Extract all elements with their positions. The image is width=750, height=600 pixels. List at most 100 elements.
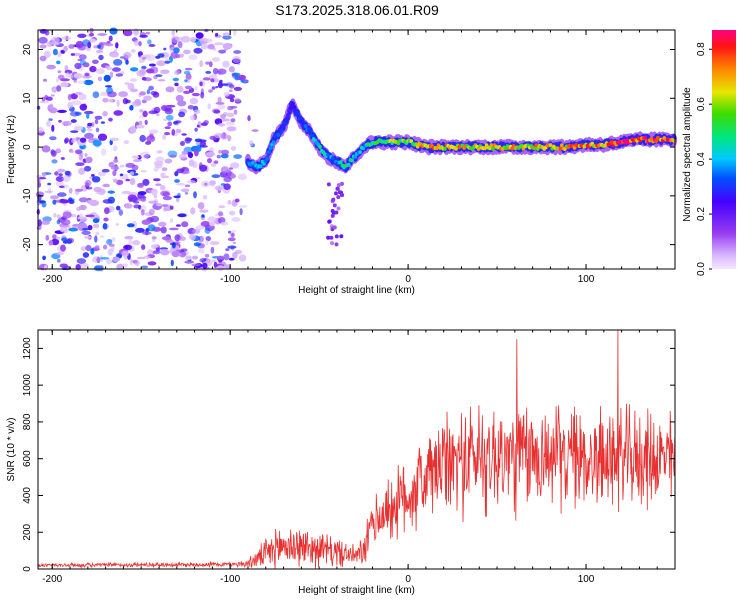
noise-blob [110,52,120,58]
noise-blob [129,105,134,111]
noise-blob [148,63,156,67]
noise-blob [211,174,221,179]
noise-blob [154,163,163,169]
noise-blob [71,138,77,144]
noise-blob [102,111,108,117]
noise-blob [175,183,186,186]
noise-blob [192,161,198,169]
noise-blob [233,29,237,36]
noise-blob [103,217,109,222]
noise-blob [164,107,174,115]
ridge-blob [350,158,354,163]
noise-blob [216,154,221,159]
noise-blob [200,92,205,99]
noise-blob [95,191,103,195]
noise-blob [332,203,337,208]
noise-blob [74,188,84,192]
y-tick-label: 0 [22,566,33,572]
noise-blob [129,125,137,133]
noise-blob [148,85,154,91]
colorbar-gradient [712,30,736,269]
noise-blob [209,241,220,246]
noise-blob [137,256,145,260]
noise-blob [97,33,108,36]
noise-blob [157,79,166,82]
noise-blob [133,204,141,209]
noise-blob [340,181,344,186]
noise-blob [53,212,57,218]
noise-blob [141,219,151,225]
noise-blob [121,250,129,257]
ridge-blob [291,102,295,106]
noise-blob [126,223,135,228]
noise-blob [334,234,339,239]
noise-blob [82,252,90,258]
noise-blob [86,113,90,119]
noise-blob [137,182,144,188]
noise-blob [78,197,89,203]
noise-blob [35,191,45,198]
noise-blob [195,141,200,146]
noise-blob [47,182,52,186]
noise-blob [58,185,65,188]
noise-blob [153,178,161,182]
noise-blob [178,153,187,159]
noise-blob [131,101,142,107]
noise-blob [75,91,83,96]
noise-blob [173,195,181,199]
noise-blob [132,259,139,265]
noise-blob [109,139,113,146]
noise-blob [73,52,82,57]
ridge-blob [415,144,420,149]
noise-blob [162,134,167,141]
noise-blob [89,32,94,37]
noise-blob [140,169,147,173]
noise-blob [40,220,51,225]
noise-blob [249,140,254,147]
ridge-blob [654,139,659,143]
noise-blob [146,89,151,95]
noise-blob [230,146,237,151]
noise-blob [37,127,44,133]
noise-blob [75,40,84,49]
noise-blob [191,92,200,97]
noise-blob [220,113,227,119]
noise-blob [133,200,140,204]
ridge-blob [276,133,281,137]
noise-blob [86,128,93,132]
noise-blob [55,77,60,83]
noise-blob [136,124,145,129]
noise-blob [152,250,161,255]
snr-axes: -200 -100 0 100020040060080010001200Height … [6,330,676,596]
ridge-blob [271,140,276,145]
noise-blob [176,197,180,203]
noise-blob [57,192,67,197]
noise-blob [169,205,174,210]
noise-blob [339,234,344,239]
noise-blob [210,246,215,254]
noise-blob [87,122,93,127]
ridge-blob [267,150,271,154]
noise-blob [144,119,148,125]
noise-blob [140,151,151,159]
noise-blob [171,29,176,36]
noise-blob [199,145,208,148]
noise-blob [118,91,128,98]
noise-blob [231,72,241,77]
noise-blob [172,77,179,82]
spectrogram-frame [37,29,676,270]
noise-blob [127,82,135,90]
noise-blob [143,255,151,260]
noise-blob [139,91,146,96]
noise-blob [141,265,149,269]
noise-blob [146,68,155,74]
noise-blob [83,235,92,240]
noise-blob [107,190,115,194]
noise-blob [73,78,77,83]
noise-blob [38,177,47,180]
noise-blob [223,176,232,183]
noise-blob [60,78,70,82]
colorbar-tick-label: 0.0 [696,262,707,276]
noise-blob [84,72,90,77]
ridge-blob [558,146,562,151]
